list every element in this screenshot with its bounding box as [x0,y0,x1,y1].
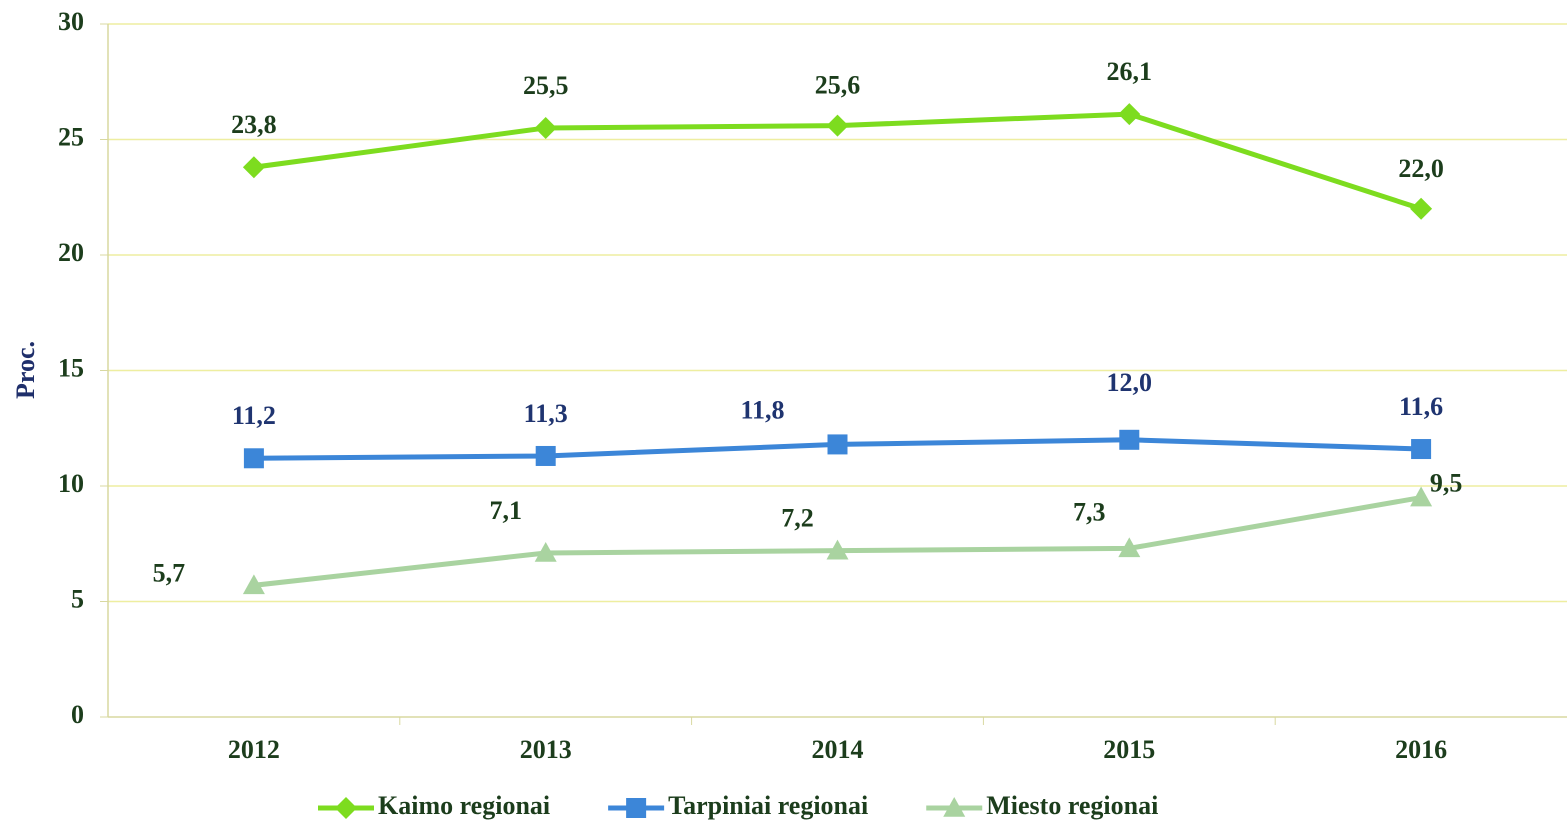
data-label: 9,5 [1430,469,1463,498]
x-tick-label: 2013 [520,735,572,764]
marker [242,574,265,595]
marker [1118,537,1141,558]
y-tick-label: 10 [58,469,84,498]
legend-label: Miesto regionai [986,791,1158,820]
data-label: 11,8 [740,395,784,424]
data-label: 26,1 [1107,57,1153,86]
data-label: 22,0 [1398,154,1444,183]
y-tick-label: 15 [58,353,84,382]
y-axis-title: Proc. [11,341,40,399]
y-tick-label: 0 [71,700,84,729]
y-tick-label: 20 [58,238,84,267]
marker [826,114,849,137]
marker [943,797,966,817]
marker [1118,103,1141,126]
x-tick-label: 2014 [812,735,864,764]
y-tick-label: 25 [58,122,84,151]
data-label: 11,3 [524,399,568,428]
marker [535,445,556,466]
x-tick-label: 2015 [1103,735,1155,764]
marker [1119,429,1140,450]
marker [534,116,557,139]
data-label: 5,7 [153,558,186,587]
marker [1410,486,1433,507]
data-label: 25,6 [815,71,861,100]
data-label: 11,2 [232,401,276,430]
marker [335,797,357,819]
data-label: 11,6 [1399,392,1443,421]
data-label: 7,1 [489,496,522,525]
marker [626,798,647,818]
data-label: 7,3 [1073,497,1106,526]
x-tick-label: 2012 [228,735,280,764]
data-label: 7,2 [781,504,814,533]
data-label: 23,8 [231,110,277,139]
data-label: 12,0 [1107,368,1153,397]
legend-label: Kaimo regionai [378,791,550,820]
data-label: 25,5 [523,71,569,100]
marker [534,541,557,562]
marker [243,448,264,469]
x-tick-label: 2016 [1395,735,1447,764]
y-tick-label: 5 [71,584,84,613]
legend: Kaimo regionai Tarpiniai regionai Miesto r… [318,791,1158,820]
y-tick-label: 30 [58,7,84,36]
marker [826,539,849,560]
marker [1410,197,1433,220]
marker [242,156,265,179]
legend-label: Tarpiniai regionai [668,791,868,820]
marker [1411,439,1432,460]
marker [827,434,848,455]
